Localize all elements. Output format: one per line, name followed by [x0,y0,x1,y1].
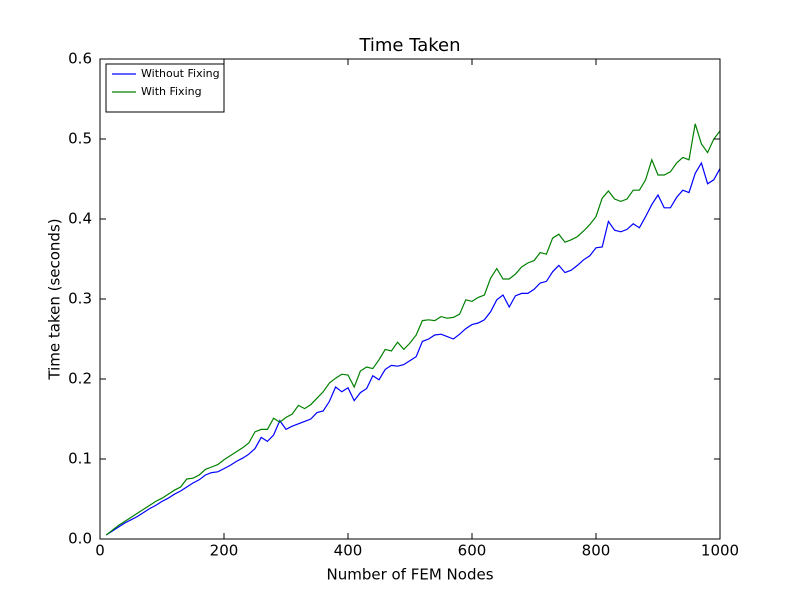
y-axis-label: Time taken (seconds) [46,218,64,380]
x-axis-label: Number of FEM Nodes [326,566,493,584]
x-tick-label: 200 [210,542,239,560]
data-line [105,123,721,536]
y-tick-label: 0.1 [68,450,92,468]
data-line [105,161,721,536]
y-tick-label: 0.5 [68,130,92,148]
x-tick-label: 800 [582,542,611,560]
y-tick-label: 0.4 [68,210,92,228]
y-tick-label: 0.2 [68,370,92,388]
x-tick-label: 600 [458,542,487,560]
legend-box [105,63,225,113]
y-tick-label: 0.6 [68,50,92,68]
x-tick-label: 0 [95,542,105,560]
legend-label: With Fixing [141,85,202,98]
chart-title: Time Taken [358,35,460,56]
legend-label: Without Fixing [141,67,220,80]
y-tick-label: 0.3 [68,290,92,308]
x-tick-label: 1000 [701,542,739,560]
x-tick-label: 400 [334,542,363,560]
y-tick-label: 0.0 [68,530,92,548]
